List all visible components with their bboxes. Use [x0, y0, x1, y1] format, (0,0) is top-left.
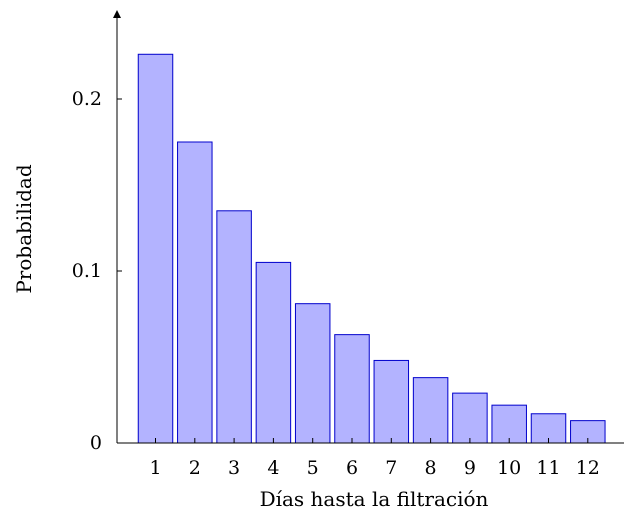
y-tick-label: 0.2: [72, 88, 102, 110]
y-tick-label: 0: [90, 432, 102, 454]
x-tick-label: 5: [307, 457, 319, 479]
bar-day-4: [255, 261, 292, 444]
bars-group: [137, 53, 606, 444]
y-axis-title: Probabilidad: [12, 164, 36, 294]
bar-day-2: [177, 141, 213, 444]
x-tick-label: 3: [228, 457, 240, 479]
x-tick-label: 8: [425, 457, 437, 479]
x-tick-label: 12: [576, 457, 600, 479]
x-tick-label: 6: [346, 457, 358, 479]
bar-day-8: [412, 377, 449, 444]
bar-day-10: [491, 404, 527, 444]
bar-day-3: [216, 210, 252, 444]
x-tick-label: 1: [149, 457, 161, 479]
x-tick-label: 4: [267, 457, 279, 479]
bar-day-6: [334, 334, 370, 444]
y-tick-label: 0.1: [72, 260, 102, 282]
x-tick-label: 2: [189, 457, 201, 479]
bar-day-9: [452, 392, 488, 444]
x-axis-title: Días hasta la filtración: [260, 487, 489, 511]
x-tick-label: 10: [497, 457, 521, 479]
y-ticks-group: 0 0.1 0.2: [72, 88, 122, 454]
bar-day-5: [294, 303, 331, 444]
bar-day-7: [373, 359, 410, 444]
x-tick-label: 9: [464, 457, 476, 479]
x-ticks-group: 1 2 3 4 5 6 7 8 9 10 11 12: [149, 438, 600, 479]
bar-day-1: [137, 53, 174, 444]
x-tick-label: 11: [536, 457, 560, 479]
x-tick-label: 7: [385, 457, 397, 479]
